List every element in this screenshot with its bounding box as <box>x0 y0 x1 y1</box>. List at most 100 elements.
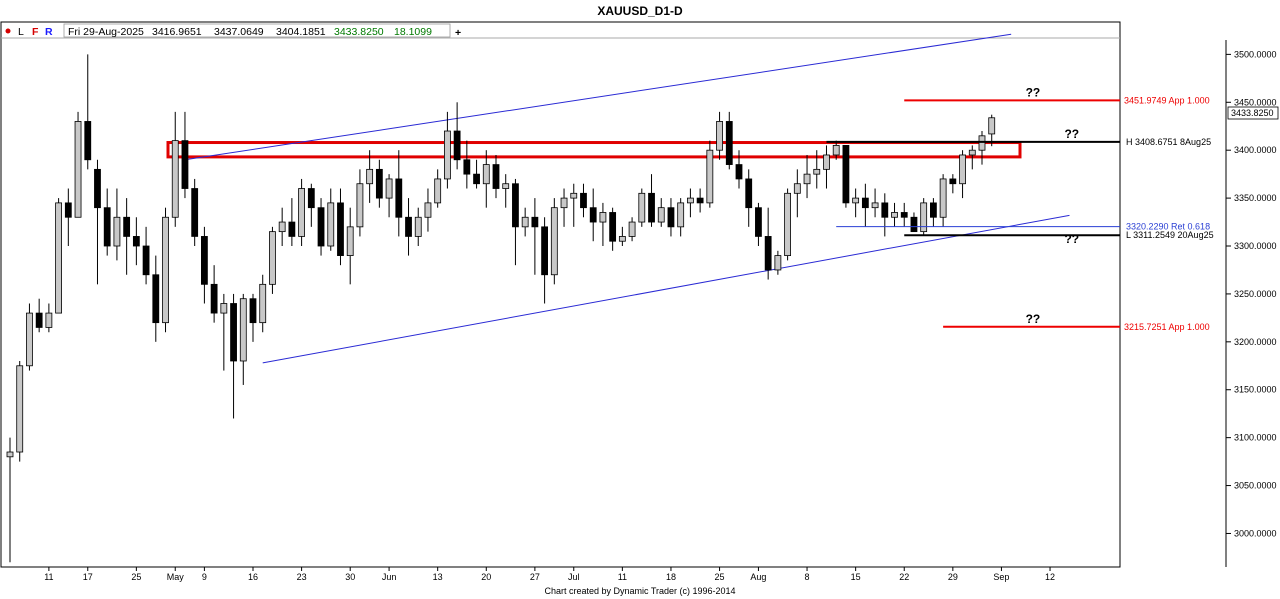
candle <box>45 303 53 333</box>
candle <box>541 217 548 304</box>
candle-body-up <box>628 221 636 237</box>
candle-body-up <box>599 212 607 223</box>
candle <box>512 178 519 266</box>
channel-upper-line <box>184 33 1012 161</box>
candle-body-up <box>560 197 568 209</box>
time-tick-label: 15 <box>851 572 861 582</box>
candle <box>356 169 364 237</box>
candle <box>132 217 140 266</box>
candle-body-up <box>482 164 490 185</box>
price-tick-label: 3100.0000 <box>1234 433 1277 443</box>
readout-close: 3433.8250 <box>334 26 384 38</box>
resistance-zone-layer <box>166 141 1022 159</box>
candle-body-down <box>142 245 150 276</box>
candle <box>832 140 840 160</box>
time-tick-label: 18 <box>666 572 676 582</box>
candle <box>346 207 354 285</box>
candle <box>550 198 558 285</box>
candle-body-down <box>230 303 237 362</box>
candle <box>473 159 480 189</box>
level-label: L 3311.2549 20Aug25 <box>1126 230 1214 240</box>
price-tick-label: 3350.0000 <box>1234 193 1277 203</box>
candle-body-up <box>424 202 432 218</box>
price-tick-label: 3200.0000 <box>1234 337 1277 347</box>
candle-body-down <box>580 192 587 209</box>
candle <box>677 198 685 237</box>
question-marks: ?? <box>1026 312 1041 326</box>
candle <box>618 226 626 247</box>
ratio-tool-button[interactable]: R <box>45 26 53 38</box>
level-label: 3451.9749 App 1.000 <box>1124 95 1210 105</box>
candle-body-down <box>94 168 101 209</box>
candle-body-down <box>123 216 131 237</box>
candle <box>502 174 510 208</box>
candle-body-up <box>171 140 179 218</box>
candle <box>580 183 587 218</box>
candle-body-down <box>64 202 72 218</box>
question-marks: ?? <box>1064 232 1079 246</box>
price-tick-label: 3400.0000 <box>1234 145 1277 155</box>
candle <box>307 183 315 227</box>
candle <box>930 198 937 227</box>
fib-tool-button[interactable]: F <box>32 26 39 38</box>
last-price-box <box>1227 106 1279 120</box>
time-tick-label: 11 <box>44 572 53 582</box>
line-tool-button[interactable]: L <box>18 26 24 38</box>
candle-body-down <box>103 207 111 247</box>
time-tick-label: 11 <box>618 572 627 582</box>
candle <box>774 250 782 275</box>
candle <box>667 198 675 237</box>
candle <box>861 183 869 227</box>
candle-body-up <box>939 178 947 218</box>
time-tick-label: Aug <box>750 572 766 582</box>
candle <box>492 154 500 199</box>
footer-credit: Chart created by Dynamic Trader (c) 1996… <box>544 586 735 596</box>
time-tick-label: Jun <box>382 572 397 582</box>
candle <box>900 202 908 227</box>
candle-body-up <box>26 312 33 367</box>
candle-body-up <box>55 202 62 314</box>
candle <box>949 174 957 194</box>
channel-layer <box>184 33 1070 364</box>
candle <box>327 188 335 251</box>
candle <box>706 140 714 208</box>
time-tick-label: May <box>167 572 185 582</box>
candle-body-down <box>881 202 889 218</box>
candle-body-up <box>706 149 714 204</box>
candle-body-down <box>949 178 957 185</box>
record-dot-icon[interactable] <box>5 28 11 34</box>
add-plus-icon[interactable]: + <box>455 27 461 39</box>
candle-body-up <box>988 117 996 135</box>
time-tick-label: 29 <box>948 572 958 582</box>
candle-body-up <box>366 168 374 185</box>
candle-body-up <box>278 221 286 233</box>
candle-body-down <box>84 121 92 161</box>
candle <box>978 131 986 165</box>
price-tick-label: 3500.0000 <box>1234 49 1277 59</box>
candle-body-up <box>677 202 685 228</box>
toolbar: L F R Fri 29-Aug-2025 3416.9651 3437.064… <box>5 23 461 39</box>
candle <box>113 188 121 261</box>
candle-body-up <box>269 231 276 285</box>
candle-body-down <box>35 312 43 328</box>
candle <box>443 111 451 189</box>
candle <box>463 140 471 189</box>
candle <box>162 207 169 333</box>
candle-body-down <box>696 197 704 204</box>
candle-body-down <box>453 130 461 161</box>
candle <box>570 183 578 227</box>
levels-layer: 3451.9749 App 1.000?? H 3408.6751 8Aug25?… <box>826 85 1214 332</box>
candle-body-up <box>16 365 24 453</box>
candle <box>152 255 160 342</box>
candle <box>589 188 597 242</box>
candles-layer <box>6 54 996 563</box>
question-marks: ?? <box>1026 85 1041 99</box>
candle-body-up <box>113 216 121 247</box>
candle-body-up <box>959 154 966 185</box>
time-tick-label: 17 <box>83 572 93 582</box>
candle-body-down <box>764 236 772 271</box>
candle-body-down <box>512 183 519 228</box>
candle-body-down <box>200 236 208 285</box>
candle-body-up <box>803 173 811 185</box>
